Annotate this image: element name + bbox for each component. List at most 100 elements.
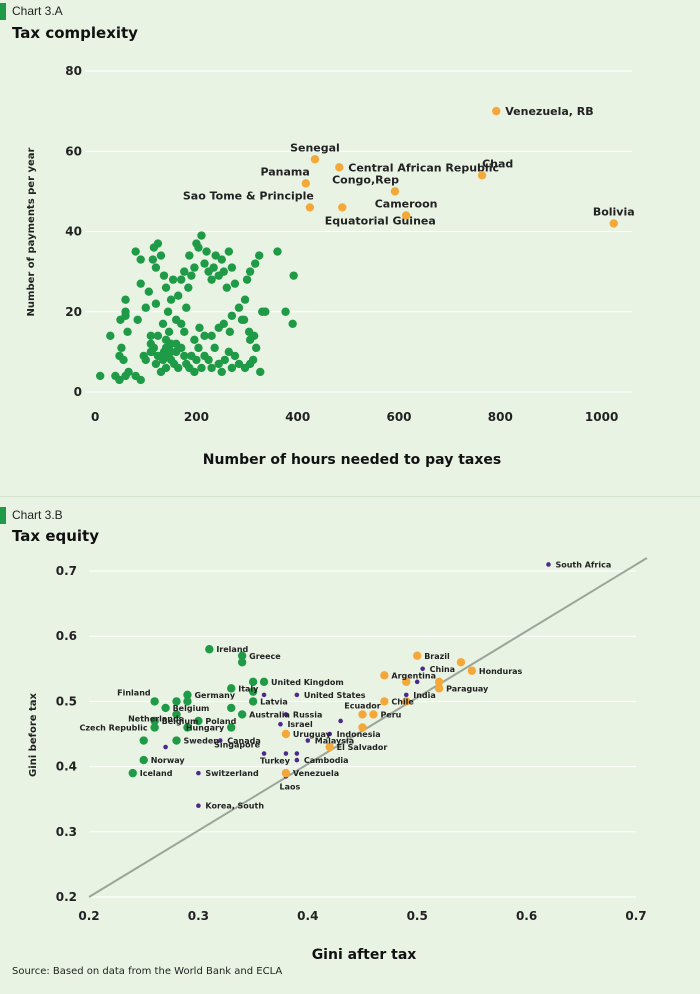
x-tick-label: 0.6 xyxy=(516,909,537,923)
point-label: Venezuela, RB xyxy=(505,105,593,118)
chart-label-marker xyxy=(0,3,6,20)
data-point xyxy=(234,303,244,312)
y-tick-label: 40 xyxy=(65,225,82,239)
data-point xyxy=(106,331,115,341)
data-point xyxy=(177,319,186,328)
data-point xyxy=(248,697,258,706)
point-label: Norway xyxy=(151,756,186,765)
point-label: Netherlands xyxy=(128,714,184,723)
data-point xyxy=(227,723,236,732)
x-axis-label: Number of hours needed to pay taxes xyxy=(203,452,501,468)
data-point xyxy=(288,319,297,328)
data-point xyxy=(202,247,211,256)
x-tick-label: 0.7 xyxy=(625,909,646,923)
x-tick-label: 800 xyxy=(488,410,513,424)
point-label: Equatorial Guinea xyxy=(325,214,436,227)
y-tick-label: 0.5 xyxy=(56,694,77,708)
data-point xyxy=(250,259,260,268)
data-point xyxy=(219,319,228,328)
reference-line xyxy=(88,557,648,898)
point-label: Chile xyxy=(391,697,414,706)
data-point xyxy=(207,331,216,341)
data-point xyxy=(420,666,425,672)
y-tick-label: 0.6 xyxy=(56,629,77,643)
data-point xyxy=(183,697,192,706)
data-point xyxy=(234,359,244,369)
chart-3a: Chart 3.A Tax complexity 0 20 40 60 80 0 200 40… xyxy=(0,0,700,496)
data-point xyxy=(136,375,145,385)
point-label: United States xyxy=(304,691,366,700)
point-label: Italy xyxy=(238,684,259,693)
data-point xyxy=(204,355,213,365)
data-point xyxy=(217,255,226,264)
data-point xyxy=(414,679,420,685)
data-point xyxy=(224,247,234,256)
x-tick-label: 0 xyxy=(91,410,99,424)
data-point xyxy=(183,690,192,700)
data-point xyxy=(153,331,163,341)
data-point xyxy=(200,259,209,268)
data-point xyxy=(256,367,265,377)
data-point xyxy=(161,283,171,292)
data-point xyxy=(172,710,181,719)
data-point xyxy=(227,684,236,693)
highlight-point xyxy=(609,219,618,228)
data-point xyxy=(136,255,145,264)
highlight-point xyxy=(338,203,347,212)
data-point xyxy=(190,263,199,272)
y-axis-label: Number of payments per year xyxy=(26,147,37,316)
data-point xyxy=(139,755,148,765)
point-label: Greece xyxy=(249,652,281,661)
data-point xyxy=(194,343,203,353)
data-point xyxy=(144,287,154,296)
data-point xyxy=(187,271,196,280)
data-point xyxy=(281,729,291,739)
data-point xyxy=(211,251,220,260)
data-point xyxy=(192,355,201,365)
point-label: Indonesia xyxy=(337,730,381,739)
point-label: Czech Republic xyxy=(79,723,147,732)
data-point xyxy=(227,703,236,713)
data-point xyxy=(184,283,193,292)
data-point xyxy=(139,351,148,361)
data-point xyxy=(358,710,367,719)
data-point xyxy=(283,712,289,717)
point-label: Iceland xyxy=(140,769,173,778)
data-point xyxy=(294,751,300,756)
data-point xyxy=(239,315,249,324)
point-label: Germany xyxy=(194,691,235,700)
point-label: Ireland xyxy=(216,645,248,654)
data-point xyxy=(261,307,270,316)
y-tick-label: 20 xyxy=(65,305,82,319)
point-label: Belgium xyxy=(162,717,199,726)
x-tick-label: 0.4 xyxy=(297,909,318,923)
point-label: Russia xyxy=(293,710,323,719)
chart-label: Chart 3.A xyxy=(12,4,63,18)
data-point xyxy=(283,751,289,756)
data-point xyxy=(217,738,223,743)
data-point xyxy=(205,645,214,654)
point-label: South Africa xyxy=(555,560,611,569)
data-point xyxy=(278,721,283,727)
chart-label: Chart 3.B xyxy=(12,508,63,522)
data-point xyxy=(230,279,240,288)
data-point xyxy=(294,692,300,698)
chart-3b: Chart 3.B Tax equity 0.2 0.3 0.4 0.5 0.6 0.7 0… xyxy=(0,500,700,963)
point-label: El Salvador xyxy=(337,743,388,752)
highlight-point xyxy=(390,187,400,196)
highlight-point xyxy=(492,106,501,116)
point-label: Uruguay xyxy=(293,730,332,739)
point-label: Singapore xyxy=(214,741,260,750)
data-point xyxy=(207,275,216,284)
x-tick-label: 600 xyxy=(386,410,411,424)
chart-divider xyxy=(0,496,700,497)
point-label: Senegal xyxy=(290,141,340,154)
data-point xyxy=(161,703,170,713)
point-label: Ecuador xyxy=(344,701,381,710)
data-point xyxy=(180,351,189,361)
source-note: Source: Based on data from the World Ban… xyxy=(12,966,283,977)
data-point xyxy=(281,307,290,316)
data-point xyxy=(190,367,199,377)
point-label: Hungary xyxy=(186,723,225,732)
data-point xyxy=(172,697,181,706)
